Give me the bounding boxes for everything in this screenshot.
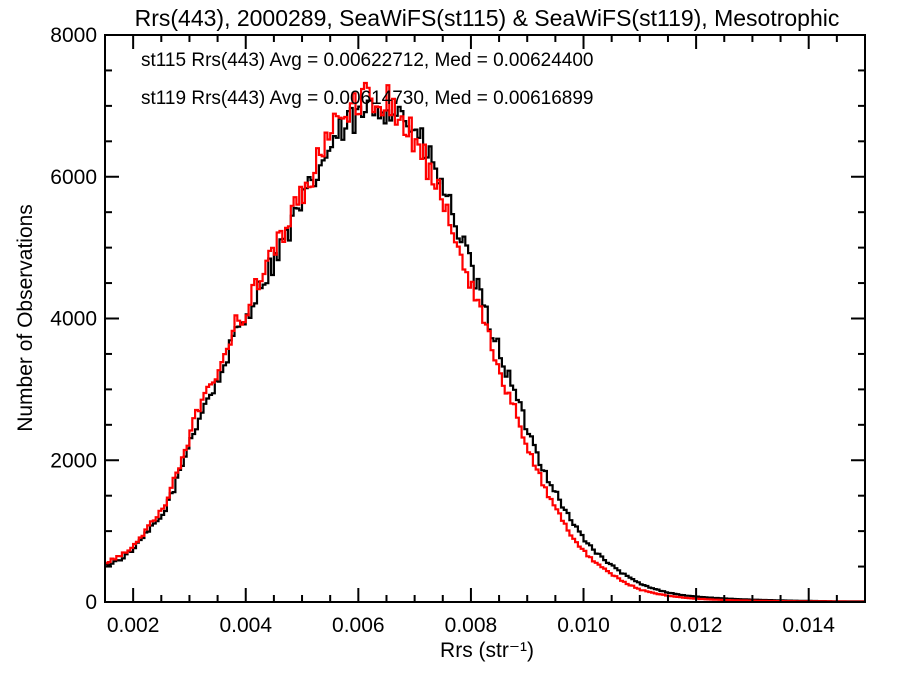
- y-tick-label: 0: [85, 591, 97, 614]
- x-tick-label: 0.002: [107, 614, 160, 637]
- legend-entry-st115: st115 Rrs(443) Avg = 0.00622712, Med = 0…: [141, 50, 593, 71]
- histogram-series-layer: [105, 81, 865, 603]
- x-tick-label: 0.010: [557, 614, 610, 637]
- legend-entry-st119: st119 Rrs(443) Avg = 0.00614730, Med = 0…: [141, 88, 593, 109]
- y-tick-label: 6000: [50, 166, 97, 189]
- y-tick-label: 8000: [50, 24, 97, 47]
- histogram-series-st115: [105, 99, 865, 603]
- x-tick-label: 0.008: [445, 614, 498, 637]
- y-axis-label: Number of Observations: [14, 204, 37, 432]
- chart-title: Rrs(443), 2000289, SeaWiFS(st115) & SeaW…: [135, 5, 840, 31]
- x-tick-label: 0.006: [332, 614, 385, 637]
- plot-frame: [104, 34, 866, 603]
- histogram-series-st119: [105, 81, 865, 603]
- x-tick-label: 0.014: [782, 614, 835, 637]
- x-tick-label: 0.012: [670, 614, 723, 637]
- x-tick-label: 0.004: [219, 614, 272, 637]
- y-tick-label: 2000: [50, 449, 97, 472]
- y-tick-label: 4000: [50, 308, 97, 331]
- x-axis-label: Rrs (str⁻¹): [440, 639, 534, 662]
- axes-layer: 0.002 0.004 0.006 0.008 0.010 0.012 0.014 0 2000…: [50, 24, 866, 637]
